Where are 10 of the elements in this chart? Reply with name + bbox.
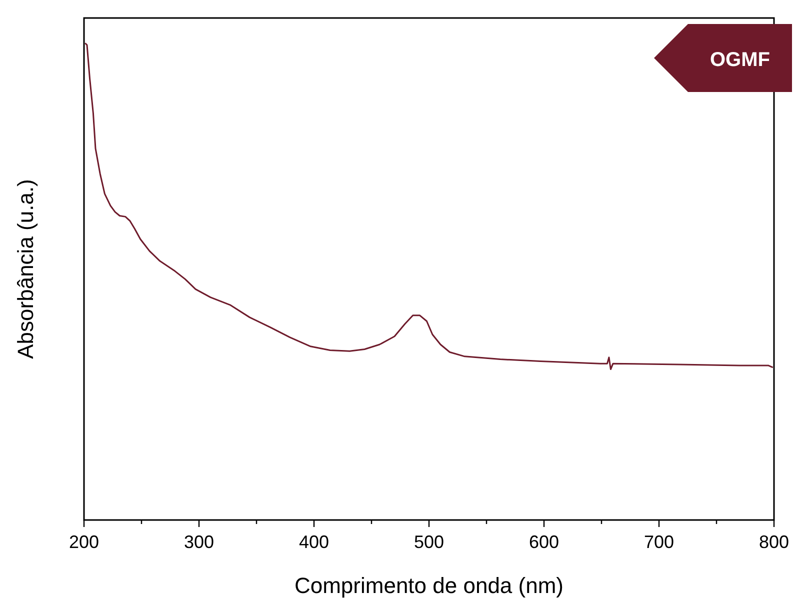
x-tick-label: 600	[528, 532, 560, 552]
x-axis-title: Comprimento de onda (nm)	[294, 573, 564, 598]
y-axis-title: Absorbância (u.a.)	[13, 179, 38, 359]
x-tick-label: 400	[298, 532, 330, 552]
x-tick-label: 800	[758, 532, 790, 552]
x-tick-label: 700	[644, 532, 674, 552]
x-tick-label: 300	[184, 532, 214, 552]
x-tick-label: 200	[68, 532, 100, 552]
text: OGMF	[710, 49, 770, 71]
x-tick-label: 500	[414, 532, 444, 552]
